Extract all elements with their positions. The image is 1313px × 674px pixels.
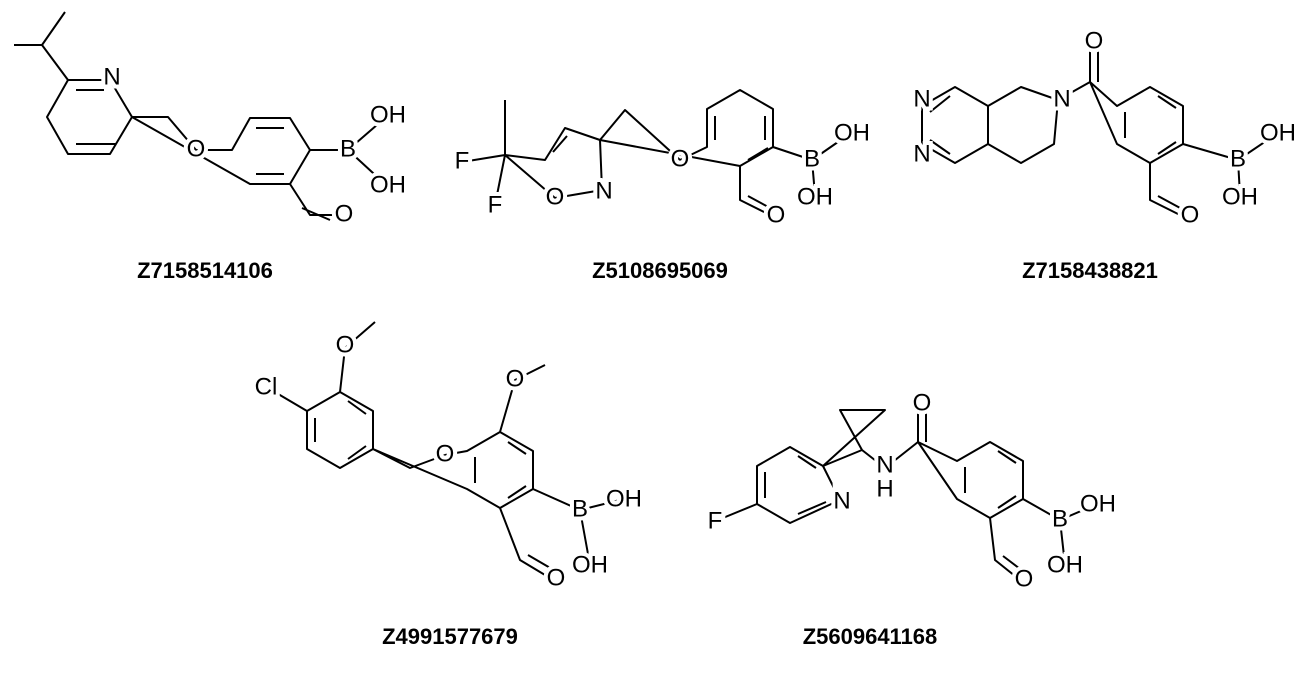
- atom-label: O: [187, 135, 206, 162]
- atom-label: O: [336, 331, 355, 358]
- atom-label: OH: [572, 551, 608, 578]
- bonds: [921, 45, 1276, 216]
- atom-label: OH: [606, 485, 642, 512]
- atom-label: N: [595, 177, 612, 204]
- atom-label: O: [767, 201, 786, 228]
- atom-label: OH: [1260, 119, 1296, 146]
- atom-label: B: [572, 495, 588, 522]
- atom-label: B: [340, 135, 356, 162]
- molecule-1: N O B OH OH O Z7158514106: [14, 11, 410, 283]
- atom-label: O: [1015, 565, 1034, 592]
- atom-label: N: [833, 487, 850, 514]
- atom-label: OH: [370, 171, 406, 198]
- atom-label: OH: [1222, 183, 1258, 210]
- atom-label: O: [671, 145, 690, 172]
- bonds: [14, 11, 386, 221]
- atom-label: O: [335, 200, 354, 227]
- atom-label: F: [488, 191, 503, 218]
- atom-label: O: [436, 440, 455, 467]
- atom-label: N: [876, 451, 893, 478]
- compound-id: Z4991577679: [382, 624, 518, 649]
- atom-label: B: [1230, 145, 1246, 172]
- atom-label: B: [804, 145, 820, 172]
- atom-label: O: [506, 365, 525, 392]
- atom-label: B: [1052, 505, 1068, 532]
- atom-label: OH: [1047, 551, 1083, 578]
- atom-label: O: [1181, 201, 1200, 228]
- molecule-4: O Cl O O B OH OH O Z4991577679: [251, 321, 646, 649]
- atom-label: OH: [370, 101, 406, 128]
- compound-id: Z7158514106: [137, 258, 273, 283]
- compound-id: Z5108695069: [592, 258, 728, 283]
- atom-label: O: [546, 183, 565, 210]
- atom-label: O: [547, 564, 566, 591]
- atom-label: Cl: [255, 373, 278, 400]
- atom-label: O: [1085, 27, 1104, 54]
- bonds: [267, 321, 621, 579]
- atom-label: N: [913, 140, 930, 167]
- bonds: [717, 405, 1096, 581]
- atom-label: F: [455, 147, 470, 174]
- atom-label: OH: [1080, 490, 1116, 517]
- atom-label: N: [103, 63, 120, 90]
- atom-label: OH: [797, 183, 833, 210]
- compound-id: Z7158438821: [1022, 258, 1158, 283]
- atom-label: F: [708, 507, 723, 534]
- bonds: [461, 89, 849, 216]
- atom-label: N: [1053, 85, 1070, 112]
- molecule-2: F F O N O B OH OH O Z5108695069: [451, 89, 874, 283]
- atom-label: N: [913, 85, 930, 112]
- atom-label: OH: [834, 119, 870, 146]
- molecule-3: N N N O B OH OH O Z7158438821: [909, 23, 1300, 283]
- atom-label: H: [876, 475, 893, 502]
- compound-id: Z5609641168: [803, 624, 938, 649]
- molecule-5: F N N H O B OH OH O Z5609641168: [704, 385, 1120, 649]
- atom-label: O: [913, 389, 932, 416]
